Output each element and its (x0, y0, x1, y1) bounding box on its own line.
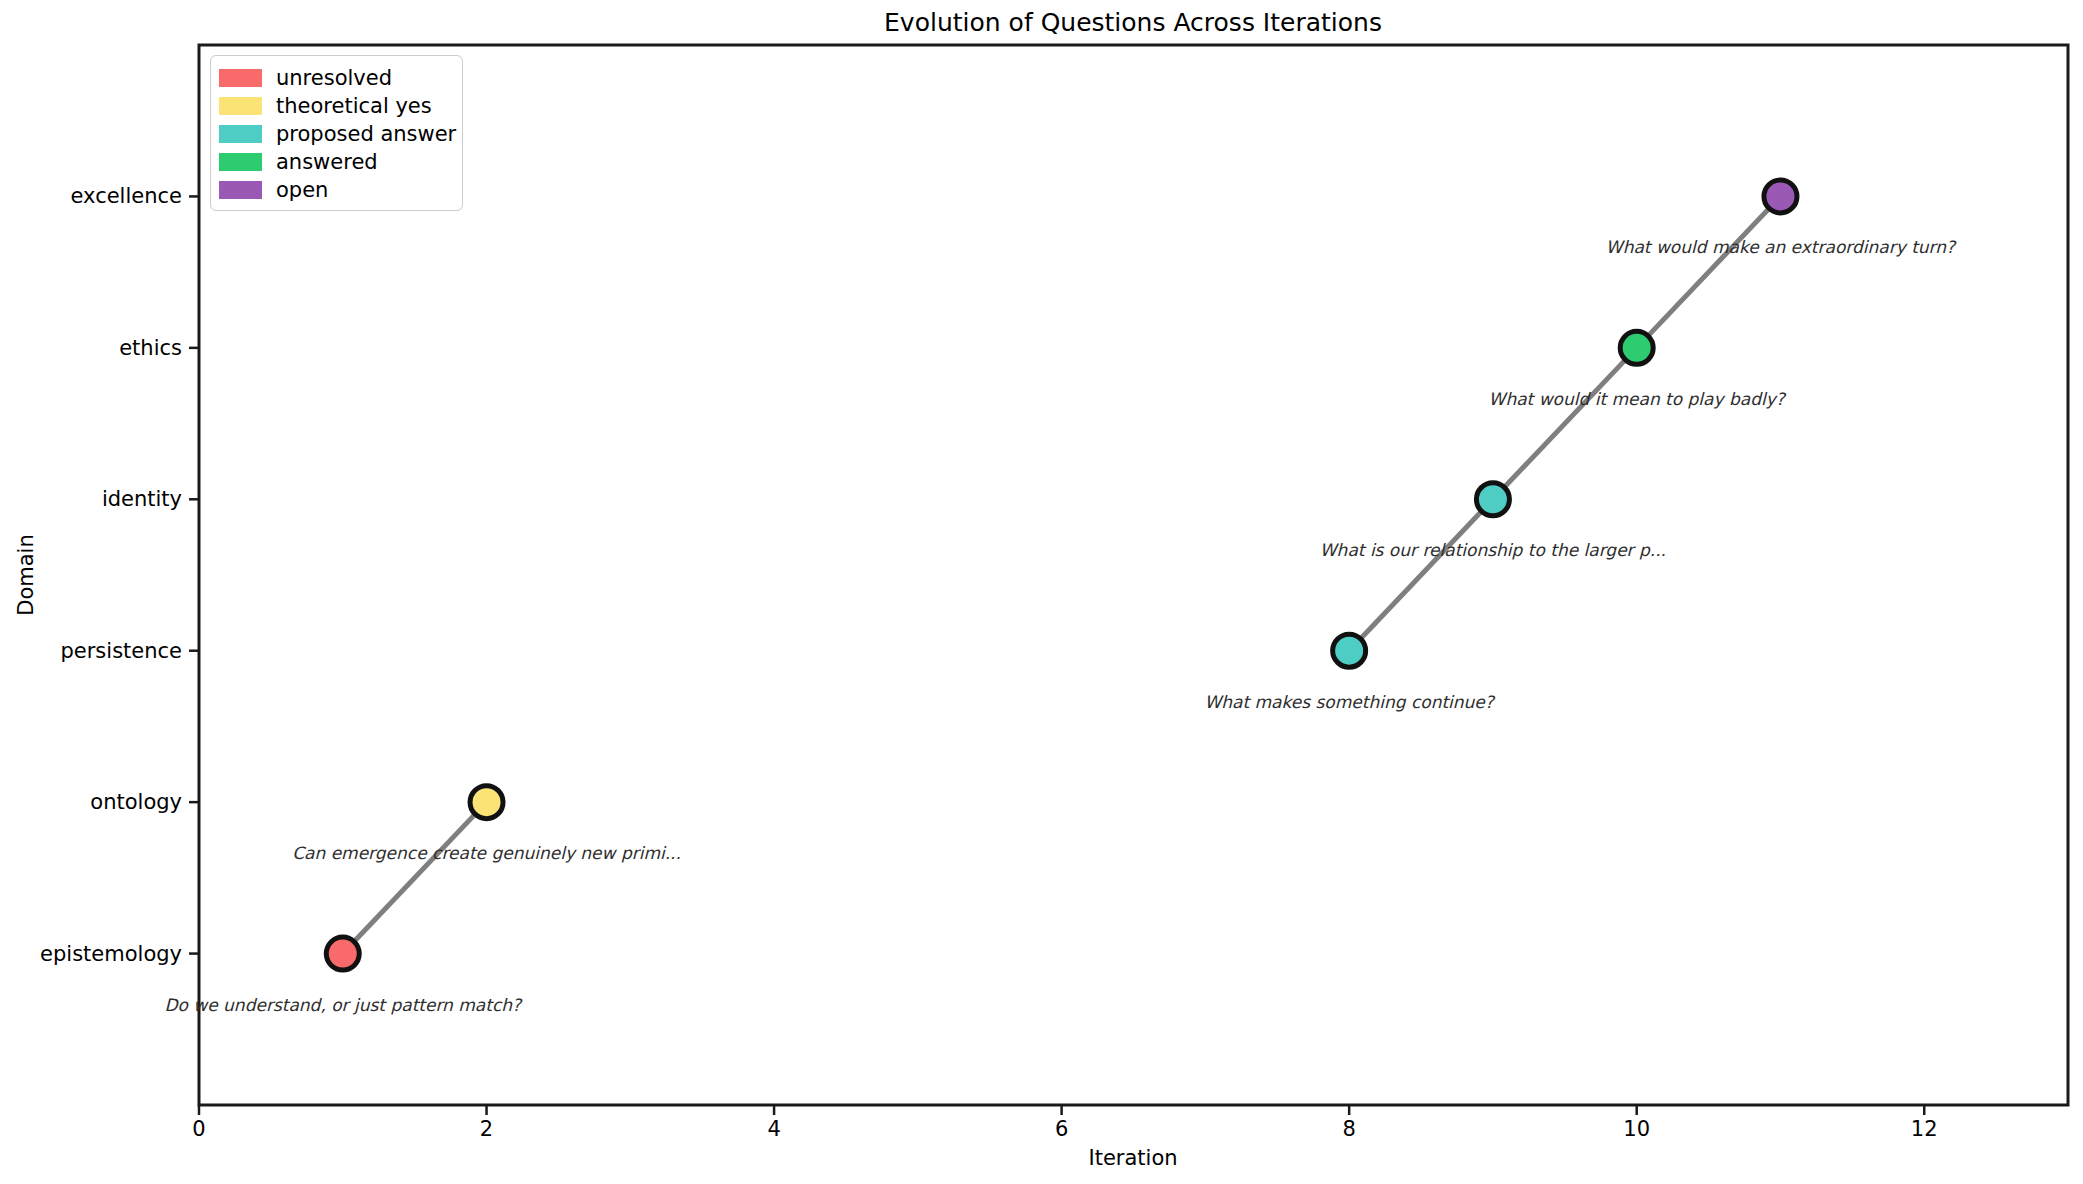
point-annotation: What makes something continue? (1204, 692, 1495, 712)
y-tick-label: ontology (90, 790, 182, 814)
trajectory-line (1349, 196, 1780, 650)
point-annotation: What would it mean to play badly? (1489, 389, 1787, 409)
point-annotation: What is our relationship to the larger p… (1320, 540, 1666, 560)
x-tick-label: 8 (1342, 1117, 1355, 1141)
legend-row: proposed answer (219, 120, 456, 148)
x-tick-label: 0 (192, 1117, 205, 1141)
data-point-persistence (1333, 634, 1366, 667)
x-tick-label: 6 (1055, 1117, 1068, 1141)
legend-label: unresolved (276, 66, 392, 90)
x-tick-label: 2 (480, 1117, 493, 1141)
data-point-identity (1476, 483, 1509, 516)
legend-row: unresolved (219, 64, 456, 92)
legend-swatch-unresolved (219, 69, 262, 87)
x-tick-label: 4 (767, 1117, 780, 1141)
legend-row: open (219, 176, 456, 204)
point-annotation: Do we understand, or just pattern match? (164, 995, 523, 1015)
x-axis-label: Iteration (1088, 1146, 1177, 1170)
point-annotation: What would make an extraordinary turn? (1606, 237, 1957, 257)
chart-title: Evolution of Questions Across Iterations (884, 8, 1382, 37)
y-tick-label: identity (102, 487, 182, 511)
data-point-excellence (1764, 180, 1797, 213)
data-point-ethics (1620, 331, 1653, 364)
point-annotation: Can emergence create genuinely new primi… (292, 843, 681, 863)
legend-swatch-open (219, 181, 262, 199)
x-tick-label: 10 (1623, 1117, 1650, 1141)
figure: 0 2 4 6 8 10 12 epistemology ontology persistence… (0, 0, 2083, 1184)
y-tick-label: excellence (71, 184, 182, 208)
legend: unresolved theoretical yes proposed answer… (210, 55, 463, 211)
y-axis-label: Domain (14, 534, 38, 616)
data-point-ontology (470, 786, 503, 819)
legend-swatch-answered (219, 153, 262, 171)
legend-row: theoretical yes (219, 92, 456, 120)
y-tick-label: epistemology (40, 942, 182, 966)
legend-row: answered (219, 148, 456, 176)
data-point-epistemology (326, 937, 359, 970)
x-tick-label: 12 (1911, 1117, 1938, 1141)
legend-swatch-theoretical-yes (219, 97, 262, 115)
trajectory-line (343, 802, 487, 953)
legend-label: theoretical yes (276, 94, 432, 118)
y-tick-label: persistence (60, 639, 182, 663)
legend-swatch-proposed-answer (219, 125, 262, 143)
legend-label: proposed answer (276, 122, 456, 146)
legend-label: answered (276, 150, 378, 174)
legend-label: open (276, 178, 328, 202)
y-tick-label: ethics (119, 336, 182, 360)
